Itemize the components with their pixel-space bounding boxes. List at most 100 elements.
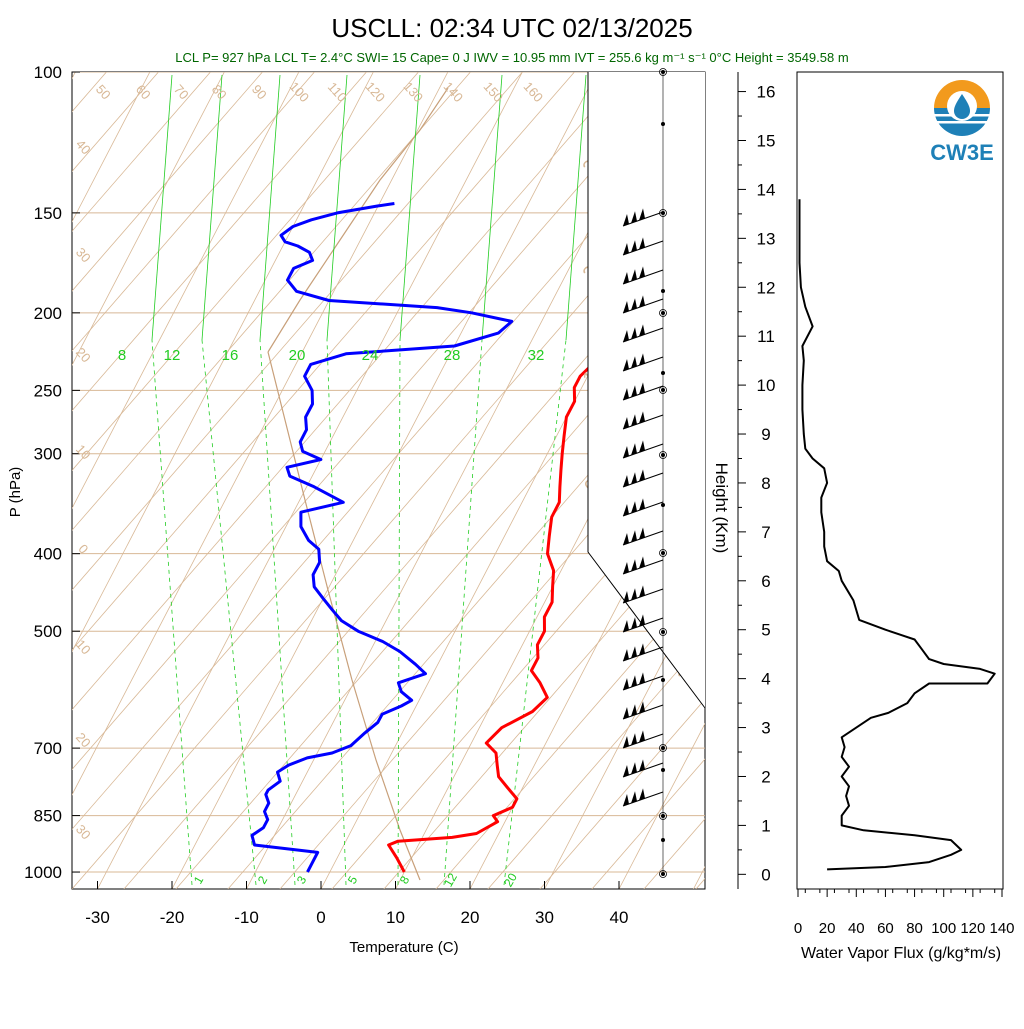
dry-adiabat-line — [0, 0, 452, 889]
wind-level-dot — [661, 211, 665, 215]
flux-x-axis-label: Water Vapor Flux (g/kg*m/s) — [801, 945, 1001, 962]
isotherm-line — [0, 72, 373, 889]
x-tick-label: -20 — [160, 908, 185, 927]
y-tick-label: 700 — [34, 739, 62, 758]
y-tick-label: 200 — [34, 304, 62, 323]
height-tick-label: 12 — [757, 278, 776, 297]
height-tick-label: 15 — [757, 131, 776, 150]
dry-adiabat-line — [0, 0, 36, 889]
height-tick-label: 10 — [757, 376, 776, 395]
flux-x-tick-label: 0 — [794, 920, 802, 937]
wind-barb-flag — [631, 791, 637, 803]
wind-level-dot — [661, 551, 665, 555]
height-tick-label: 1 — [761, 816, 770, 835]
wind-barb-flag — [623, 678, 629, 690]
wind-level-dot — [661, 289, 665, 293]
wind-barb-flag — [639, 672, 645, 684]
wind-barb-flag — [639, 759, 645, 771]
wind-barb-flag — [623, 765, 629, 777]
wind-level-dot — [661, 70, 665, 74]
logo-wave-2 — [936, 121, 988, 124]
mixing-ratio-bottom-label: 3 — [294, 873, 310, 886]
wind-panel-mask — [588, 72, 705, 708]
x-tick-label: 10 — [386, 908, 405, 927]
dry-adiabat-line — [20, 0, 920, 889]
wind-barb-flag — [639, 788, 645, 800]
isotherm-top-label: 160 — [521, 79, 547, 105]
mixing-ratio-top-label: 8 — [118, 347, 126, 364]
wind-barb-flag — [623, 620, 629, 632]
y-tick-label: 400 — [34, 545, 62, 564]
wind-barb-flag — [631, 675, 637, 687]
isotherm-left-label: 30 — [73, 245, 94, 266]
wind-level-dot — [661, 371, 665, 375]
height-tick-label: 8 — [761, 474, 770, 493]
y-tick-label: 850 — [34, 807, 62, 826]
wind-level-dot — [661, 388, 665, 392]
flux-x-tick-label: 120 — [960, 920, 985, 937]
isotherm-left-label: 10 — [73, 442, 94, 463]
chart-title: USCLL: 02:34 UTC 02/13/2025 — [331, 13, 692, 43]
isotherm-top-label: 50 — [93, 82, 114, 103]
mixing-ratio-top-label: 24 — [362, 347, 379, 364]
height-tick-label: 16 — [757, 83, 776, 102]
parcel-curve — [268, 352, 420, 880]
flux-x-tick-label: 100 — [931, 920, 956, 937]
y-tick-label: 250 — [34, 381, 62, 400]
mixing-ratio-line — [152, 340, 192, 885]
mixing-ratio-upper-line — [566, 75, 586, 340]
flux-x-tick-label: 40 — [848, 920, 865, 937]
wind-barb-flag — [623, 707, 629, 719]
mixing-ratio-bottom-label: 2 — [255, 873, 271, 886]
isotherm-line — [768, 72, 1024, 889]
wind-barb-flag — [631, 704, 637, 716]
mixing-ratio-upper-line — [400, 75, 420, 340]
x-tick-label: -30 — [85, 908, 110, 927]
flux-x-tick-label: 20 — [819, 920, 836, 937]
isotherm-top-label: 150 — [481, 79, 507, 105]
wind-level-dot — [661, 746, 665, 750]
isotherm-left-label: 40 — [73, 137, 94, 158]
x-tick-label: 40 — [610, 908, 629, 927]
mixing-ratio-line — [202, 340, 256, 885]
isotherm-line — [0, 72, 1, 889]
skew-t-background-lines — [0, 0, 1024, 889]
wind-barb-flag — [623, 736, 629, 748]
height-tick-label: 0 — [761, 865, 770, 884]
mixing-ratio-bottom-label: 5 — [345, 873, 361, 886]
mixing-ratio-top-label: 32 — [528, 347, 545, 364]
flux-x-tick-label: 80 — [906, 920, 923, 937]
dry-adiabat-line — [436, 0, 1024, 889]
flux-x-tick-label: 60 — [877, 920, 894, 937]
height-tick-label: 14 — [757, 180, 776, 199]
stats-line: LCL P= 927 hPa LCL T= 2.4°C SWI= 15 Cape… — [175, 50, 848, 65]
isotherm-top-label: 80 — [209, 82, 230, 103]
y-tick-label: 1000 — [24, 863, 62, 882]
wind-barb-flag — [631, 646, 637, 658]
mixing-ratio-top-label: 28 — [444, 347, 461, 364]
y-tick-label: 300 — [34, 445, 62, 464]
x-tick-label: 20 — [461, 908, 480, 927]
mixing-ratio-upper-line — [202, 75, 222, 340]
dry-adiabat-line — [696, 0, 1024, 889]
height-tick-label: 13 — [757, 229, 776, 248]
flux-x-tick-label: 140 — [989, 920, 1014, 937]
y-tick-label: 100 — [34, 63, 62, 82]
wind-barb-flag — [623, 794, 629, 806]
wind-level-dot — [661, 678, 665, 682]
y-tick-label: 500 — [34, 622, 62, 641]
mixing-ratio-line — [444, 340, 482, 885]
dry-adiabat-line — [0, 0, 504, 889]
mixing-ratio-bottom-label: 12 — [441, 870, 460, 889]
isotherm-top-label: 120 — [363, 79, 389, 105]
mixing-ratio-bottom-label: 8 — [397, 873, 413, 886]
logo-text: CW3E — [930, 140, 994, 165]
height-tick-label: 2 — [761, 767, 770, 786]
mixing-ratio-top-label: 12 — [164, 347, 181, 364]
y-tick-label: 150 — [34, 204, 62, 223]
